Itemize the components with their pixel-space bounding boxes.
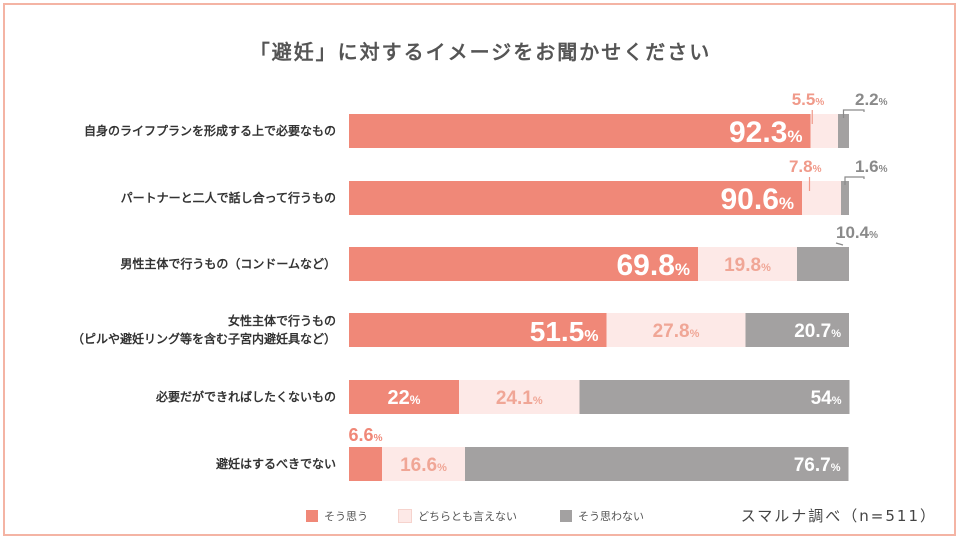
bar-neutral <box>802 181 841 215</box>
data-label-disagree: 54% <box>811 388 842 409</box>
data-label-disagree: 20.7% <box>794 321 841 342</box>
data-label-agree: 6.6% <box>349 425 383 445</box>
bar-neutral <box>459 380 580 414</box>
category-label: 必要だができればしたくないもの <box>155 390 336 404</box>
legend-swatch-neutral <box>398 509 412 523</box>
chart-title: 「避妊」に対するイメージをお聞かせください <box>249 40 712 64</box>
data-label-neutral: 24.1% <box>496 388 543 409</box>
bar-agree <box>349 313 607 347</box>
data-label-neutral: 5.5% <box>792 90 825 109</box>
legend-item-neutral: どちらとも言えない <box>398 508 517 524</box>
bar-disagree <box>838 114 849 148</box>
bar-neutral <box>606 313 746 347</box>
data-label-disagree: 2.2% <box>855 90 888 109</box>
leader-line-disagree <box>842 109 865 118</box>
data-label-disagree: 76.7% <box>794 455 841 476</box>
bar-agree <box>349 181 802 215</box>
data-label-agree: 51.5% <box>530 316 599 347</box>
data-label-agree: 22% <box>388 387 421 409</box>
leader-line-disagree <box>835 242 844 246</box>
legend-item-disagree: そう思わない <box>560 508 644 524</box>
category-label: 女性主体で行うもの （ピルや避妊リング等を含む子宮内避妊具など） <box>71 314 336 346</box>
legend-swatch-agree <box>306 510 318 522</box>
data-label-neutral: 7.8% <box>789 157 822 176</box>
bar-disagree <box>797 247 849 281</box>
data-label-agree: 92.3% <box>729 116 803 149</box>
data-label-disagree: 1.6% <box>855 157 888 176</box>
legend-label-agree: そう思う <box>324 510 368 523</box>
data-label-agree: 90.6% <box>720 183 794 216</box>
bar-disagree <box>579 380 850 414</box>
bar-agree <box>349 247 698 281</box>
data-label-agree: 69.8% <box>616 249 690 282</box>
legend-label-neutral: どちらとも言えない <box>418 510 517 523</box>
legend-item-agree: そう思う <box>306 508 368 524</box>
bar-disagree <box>465 447 849 481</box>
category-label: 避妊はするべきでない <box>215 457 336 471</box>
category-label: パートナーと二人で話し合って行うもの <box>120 191 336 205</box>
data-label-neutral: 19.8% <box>724 255 771 276</box>
category-label: 男性主体で行うもの（コンドームなど） <box>120 257 336 271</box>
bar-neutral <box>810 114 838 148</box>
data-label-neutral: 16.6% <box>400 455 447 476</box>
bar-neutral <box>382 447 465 481</box>
bar-disagree <box>745 313 849 347</box>
category-label: 自身のライフプランを形成する上で必要なもの <box>83 124 336 138</box>
data-label-disagree: 10.4% <box>836 223 878 242</box>
bar-disagree <box>841 181 849 215</box>
leader-line-disagree <box>844 176 865 185</box>
bar-neutral <box>698 247 797 281</box>
data-label-neutral: 27.8% <box>653 321 700 342</box>
bar-agree <box>349 380 459 414</box>
legend-swatch-disagree <box>560 510 572 522</box>
bar-agree <box>349 114 811 148</box>
legend-label-disagree: そう思わない <box>578 510 644 523</box>
bar-agree <box>349 447 382 481</box>
source-note: スマルナ調べ（n=511） <box>740 507 937 525</box>
